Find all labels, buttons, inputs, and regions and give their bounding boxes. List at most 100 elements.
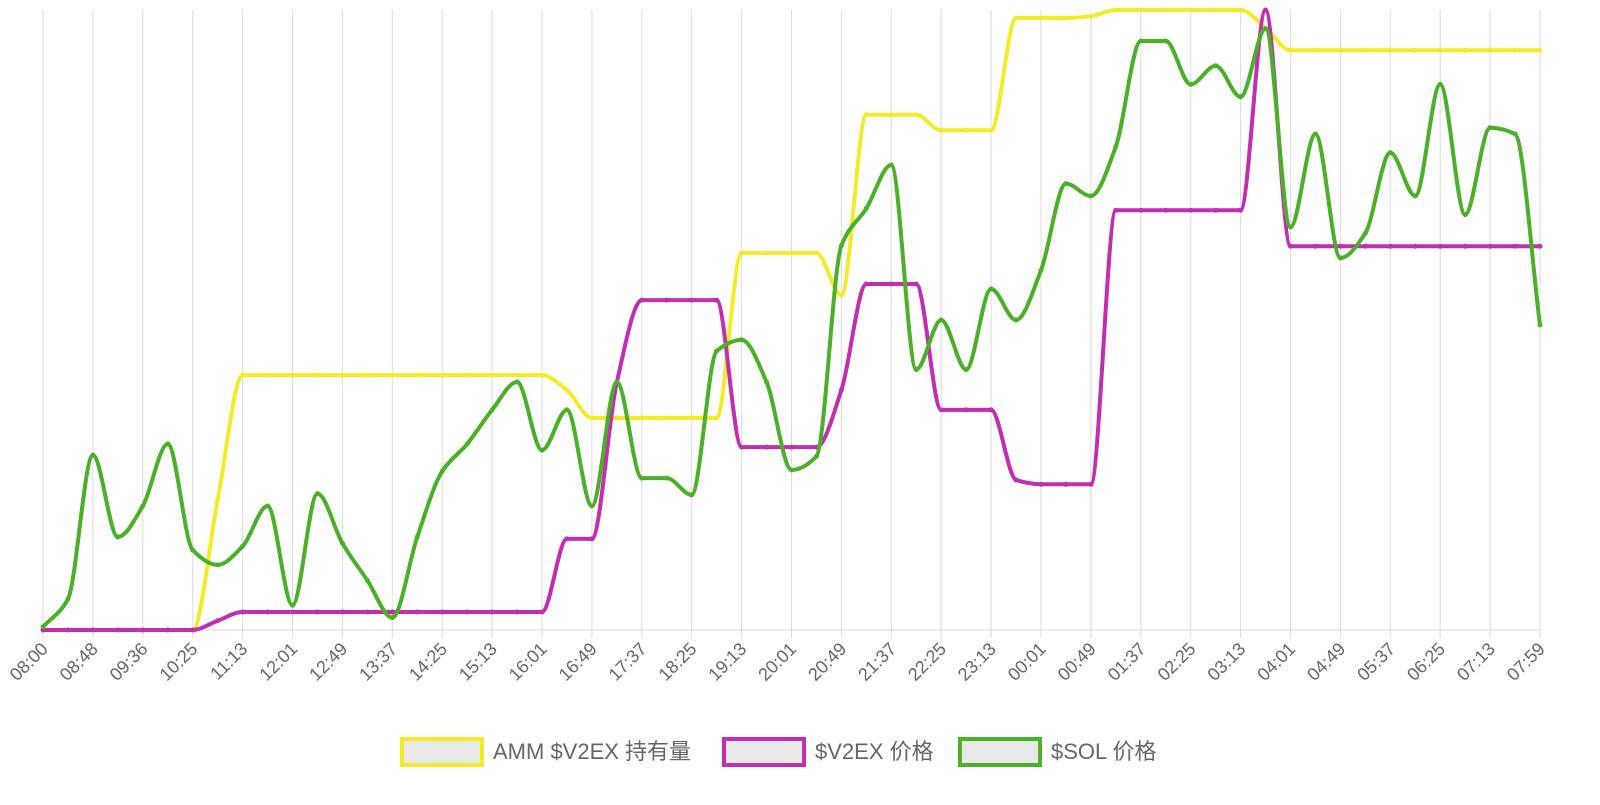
legend-swatch — [958, 737, 1042, 767]
data-point — [464, 441, 470, 447]
data-point — [439, 468, 445, 474]
data-point — [863, 205, 869, 211]
data-point — [1312, 131, 1318, 137]
data-point — [1088, 193, 1094, 199]
data-point — [1437, 243, 1443, 249]
data-point — [913, 367, 919, 373]
data-point — [1113, 7, 1119, 13]
data-point — [913, 281, 919, 287]
data-point — [988, 407, 994, 413]
data-point — [1337, 243, 1343, 249]
data-point — [1213, 7, 1219, 13]
data-point — [165, 627, 171, 633]
data-point — [764, 444, 770, 450]
data-point — [988, 127, 994, 133]
data-point — [514, 372, 520, 378]
data-point — [439, 609, 445, 615]
data-point — [489, 609, 495, 615]
data-point — [1088, 13, 1094, 19]
data-point — [215, 618, 221, 624]
data-point — [1362, 230, 1368, 236]
data-point — [40, 624, 46, 630]
data-point — [90, 627, 96, 633]
x-tick-label: 23:13 — [954, 639, 1000, 685]
data-point — [664, 475, 670, 481]
x-tick-label: 00:01 — [1004, 639, 1050, 685]
data-point — [1013, 477, 1019, 483]
data-point — [1412, 47, 1418, 53]
data-point — [589, 536, 595, 542]
legend-label: $SOL 价格 — [1051, 739, 1157, 764]
data-point — [464, 372, 470, 378]
data-point — [1238, 7, 1244, 13]
data-point — [614, 415, 620, 421]
data-point — [65, 627, 71, 633]
data-point — [265, 372, 271, 378]
x-tick-label: 06:25 — [1403, 639, 1449, 685]
x-tick-label: 15:13 — [455, 639, 501, 685]
data-point — [364, 609, 370, 615]
data-point — [414, 372, 420, 378]
data-point — [789, 467, 794, 473]
data-point — [1163, 38, 1169, 44]
data-point — [339, 540, 345, 546]
data-point — [838, 292, 844, 298]
data-point — [764, 379, 770, 385]
data-point — [1138, 207, 1144, 213]
data-point — [1437, 81, 1443, 87]
data-point — [938, 127, 944, 133]
data-point — [938, 317, 944, 323]
data-point — [1013, 317, 1019, 323]
data-point — [838, 387, 844, 393]
data-point — [1362, 47, 1368, 53]
data-point — [1288, 243, 1293, 249]
data-point — [938, 407, 944, 413]
x-tick-label: 08:00 — [6, 639, 52, 685]
data-point — [564, 387, 570, 393]
data-point — [539, 609, 545, 615]
data-point — [1462, 212, 1468, 218]
data-point — [1437, 47, 1443, 53]
x-tick-label: 19:13 — [704, 639, 750, 685]
data-point — [963, 127, 969, 133]
data-point — [414, 534, 420, 540]
data-point — [689, 492, 695, 498]
data-point — [190, 627, 196, 633]
data-point — [1038, 267, 1044, 273]
data-point — [863, 112, 869, 118]
data-point — [1163, 207, 1169, 213]
data-point — [988, 286, 994, 292]
data-point — [314, 609, 320, 615]
x-tick-label: 12:01 — [255, 639, 301, 685]
data-point — [1263, 26, 1269, 32]
data-point — [1288, 224, 1293, 230]
x-tick-label: 20:01 — [754, 639, 800, 685]
data-point — [1387, 150, 1393, 156]
data-point — [1512, 47, 1518, 53]
x-tick-label: 07:13 — [1453, 639, 1499, 685]
data-point — [314, 491, 320, 497]
x-tick-label: 10:25 — [156, 639, 202, 685]
data-point — [489, 407, 495, 413]
data-point — [389, 372, 395, 378]
data-point — [589, 503, 595, 509]
data-point — [714, 415, 720, 421]
data-point — [1063, 481, 1069, 487]
data-point — [963, 407, 969, 413]
x-tick-label: 04:01 — [1253, 639, 1299, 685]
x-tick-label: 08:48 — [56, 639, 102, 685]
data-point — [290, 602, 295, 608]
legend-label: $V2EX 价格 — [815, 739, 934, 764]
data-point — [115, 627, 121, 633]
data-point — [1337, 255, 1343, 261]
data-point — [888, 112, 894, 118]
data-point — [1487, 47, 1493, 53]
data-point — [389, 609, 395, 615]
data-point — [539, 372, 545, 378]
data-point — [1063, 15, 1069, 21]
data-point — [265, 609, 271, 615]
data-point — [1312, 243, 1318, 249]
data-point — [1063, 181, 1069, 187]
data-point — [464, 609, 470, 615]
